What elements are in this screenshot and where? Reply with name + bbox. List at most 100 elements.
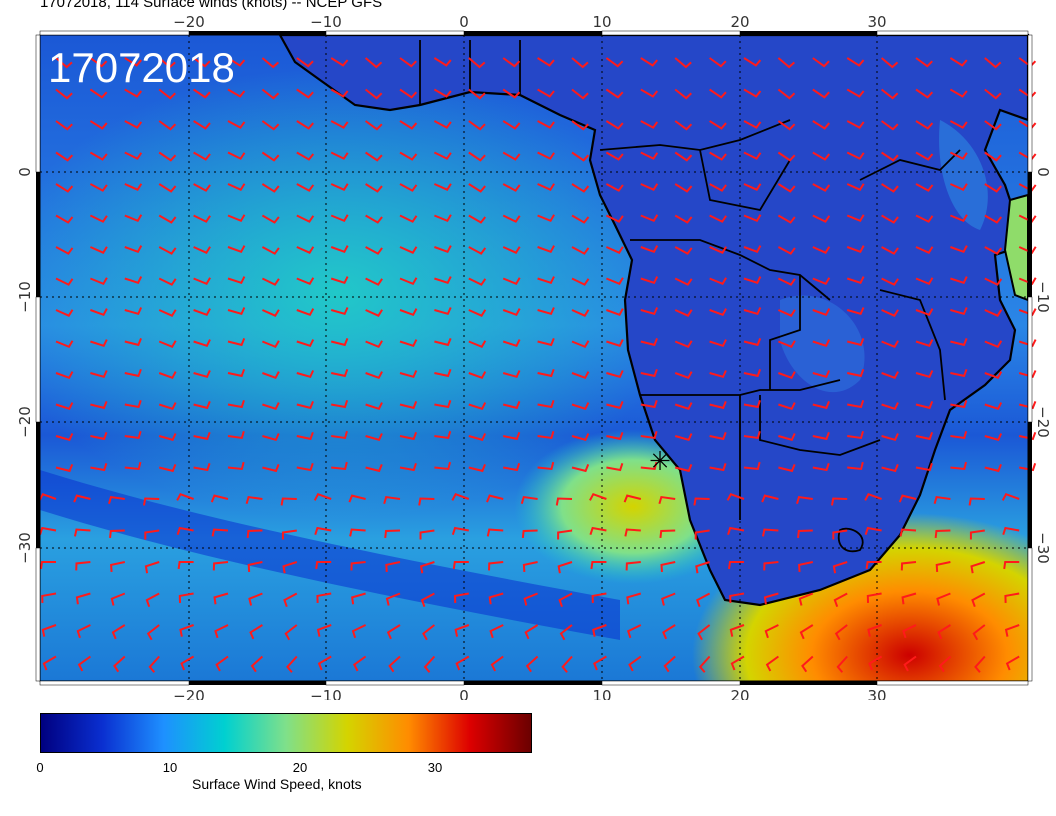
wind-barb [537,214,555,222]
wind-barb [55,402,74,411]
wind-barb [830,497,848,506]
wind-barb [227,368,246,378]
wind-barb [55,183,74,193]
wind-barb [984,309,1003,317]
wind-barb [1003,561,1020,570]
wind-barb [399,401,418,410]
wind-barb [280,497,297,506]
wind-barb [659,529,676,539]
wind-barb [867,624,882,637]
wind-barb [142,497,160,506]
wind-barb [399,214,418,223]
wind-barb [490,655,504,672]
wind-barb [796,495,813,505]
wind-barb [969,529,985,540]
wind-barb [743,57,762,67]
wind-barb [41,624,57,637]
wind-barb [846,214,865,222]
wind-barb [571,88,589,100]
wind-barb [261,88,280,100]
wind-barb [502,214,521,223]
lon-tick-label: −10 [310,687,342,700]
wind-barb [176,526,194,536]
wind-barb [950,307,968,316]
wind-barb [709,214,727,223]
wind-barb [950,214,968,222]
wind-barb [592,624,607,637]
wind-barb [261,246,280,255]
wind-barb [674,246,693,255]
wind-barb [502,431,521,441]
wind-barb [935,561,951,572]
wind-barb [350,561,366,571]
wind-barb [486,494,504,503]
wind-barb [261,151,280,162]
wind-barb [488,592,504,605]
colorbar-tick-label: 0 [36,760,44,775]
wind-barb [399,431,418,441]
wind-barb [124,461,142,471]
wind-barb [315,561,332,570]
wind-barb [674,433,693,442]
wind-barb [331,430,348,440]
wind-barb [468,277,487,286]
wind-barb [881,402,899,411]
wind-barb [40,561,56,570]
wind-barb [227,214,246,222]
graticule [40,35,1028,681]
wind-barb [314,526,332,536]
wind-barb [695,561,710,574]
wind-barb [901,592,917,605]
wind-barb [881,433,899,442]
wind-barb [698,655,711,673]
wind-barb [709,183,727,192]
wind-barb [777,151,796,162]
wind-barb [571,151,590,162]
wind-barb [158,57,176,69]
wind-barb [812,183,831,192]
wind-barb [606,431,624,441]
wind-barb [261,277,280,286]
wind-barb [262,464,280,473]
wind-barb [812,370,831,379]
wind-barb [1004,592,1020,603]
wind-barb [674,57,692,69]
wind-barb [1019,462,1037,472]
location-marker: ✳ [649,446,671,476]
wind-barb [832,529,848,540]
wind-barb [89,151,108,161]
wind-barb [606,277,624,285]
wind-barb [468,340,487,348]
wind-barb [950,276,968,285]
wind-barb [571,340,590,348]
lon-labels-bottom: −20 −10 0 10 20 30 [173,687,886,700]
wind-barb [296,370,315,379]
wind-barb [246,529,263,539]
wind-barb [984,57,1002,69]
wind-barb [365,120,383,131]
wind-barb [55,433,74,442]
wind-barb [351,624,367,639]
wind-barb [640,120,659,129]
wind-barb [571,277,590,286]
wind-barb [330,57,349,67]
wind-barb [247,561,263,572]
wind-barb [89,183,108,192]
wind-barb [158,183,177,193]
wind-barb [984,183,1002,193]
wind-barb [331,399,349,409]
wind-barb [55,246,74,255]
wind-barb [352,655,367,672]
lat-tick-label: 0 [16,167,34,177]
wind-barb [330,307,349,316]
wind-barb [524,624,539,640]
wind-barb [812,88,830,99]
wind-barb [881,340,899,348]
wind-barb [227,461,245,471]
wind-barb [227,430,245,440]
wind-barb [605,183,624,192]
wind-barb [798,561,814,572]
wind-barb [915,88,934,99]
wind-barb [812,214,831,223]
wind-barb [434,276,452,285]
